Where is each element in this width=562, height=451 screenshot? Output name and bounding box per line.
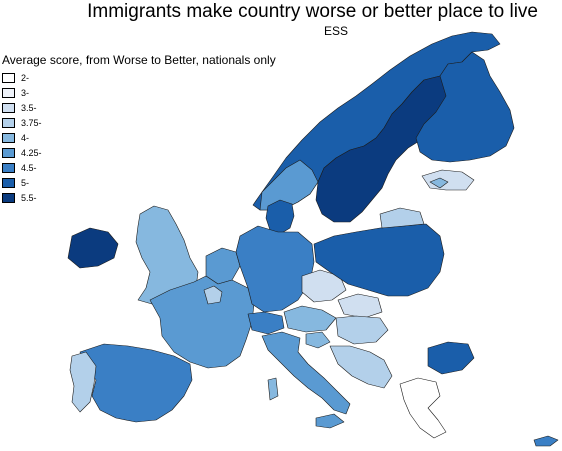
region-denmark bbox=[265, 199, 295, 235]
legend-swatch bbox=[2, 103, 15, 114]
region-benelux bbox=[205, 247, 241, 285]
legend-swatch bbox=[2, 192, 15, 203]
legend-item: 4- bbox=[2, 131, 42, 146]
legend-label: 5.5- bbox=[21, 192, 37, 203]
legend-label: 4.5- bbox=[21, 162, 37, 173]
legend-item: 4.25- bbox=[2, 145, 42, 160]
legend-swatch bbox=[2, 147, 15, 158]
legend-item: 5- bbox=[2, 175, 42, 190]
region-spain bbox=[79, 343, 193, 423]
legend-item: 5.5- bbox=[2, 190, 42, 205]
region-austria bbox=[283, 305, 337, 333]
chart-title: Immigrants make country worse or better … bbox=[87, 1, 538, 22]
region-estonia bbox=[421, 169, 475, 191]
legend-label: 3- bbox=[21, 88, 30, 99]
legend-swatch bbox=[2, 118, 15, 129]
region-sardinia bbox=[267, 377, 279, 401]
region-cyprus bbox=[533, 435, 559, 447]
legend-swatch bbox=[2, 162, 15, 173]
region-portugal bbox=[69, 351, 97, 413]
legend-label: 3.5- bbox=[21, 103, 37, 114]
region-finland bbox=[415, 51, 515, 163]
region-czechia bbox=[301, 269, 347, 303]
region-greece bbox=[399, 377, 447, 439]
legend-item: 3.75- bbox=[2, 116, 42, 131]
region-france bbox=[149, 275, 255, 369]
region-lithuania bbox=[379, 207, 425, 229]
region-switzerland bbox=[247, 311, 285, 335]
region-aland bbox=[429, 177, 449, 189]
legend-title: Average score, from Worse to Better, nat… bbox=[2, 53, 276, 67]
legend-swatch bbox=[2, 73, 15, 84]
legend-label: 5- bbox=[21, 177, 30, 188]
chart-subtitle: ESS bbox=[323, 24, 348, 38]
region-germany bbox=[235, 225, 315, 313]
region-slovenia bbox=[305, 331, 331, 349]
region-poland bbox=[313, 223, 445, 297]
region-balkans bbox=[329, 345, 393, 389]
legend: 2- 3- 3.5- 3.75- 4- 4.25- 4.5- 5- 5.5- bbox=[2, 71, 42, 205]
region-paris bbox=[203, 285, 223, 305]
legend-item: 3- bbox=[2, 86, 42, 101]
legend-label: 3.75- bbox=[21, 118, 42, 129]
region-bulgaria bbox=[427, 341, 475, 375]
legend-item: 3.5- bbox=[2, 101, 42, 116]
legend-item: 2- bbox=[2, 71, 42, 86]
legend-label: 2- bbox=[21, 73, 30, 84]
legend-swatch bbox=[2, 177, 15, 188]
legend-item: 4.5- bbox=[2, 160, 42, 175]
legend-swatch bbox=[2, 133, 15, 143]
legend-label: 4- bbox=[21, 133, 30, 143]
region-norway-south bbox=[259, 159, 319, 211]
legend-label: 4.25- bbox=[21, 147, 42, 158]
region-slovakia bbox=[337, 293, 383, 319]
legend-swatch bbox=[2, 88, 15, 99]
region-ireland bbox=[67, 227, 119, 269]
region-hungary bbox=[335, 315, 389, 345]
region-italy bbox=[261, 331, 351, 415]
region-sicily bbox=[315, 413, 345, 429]
